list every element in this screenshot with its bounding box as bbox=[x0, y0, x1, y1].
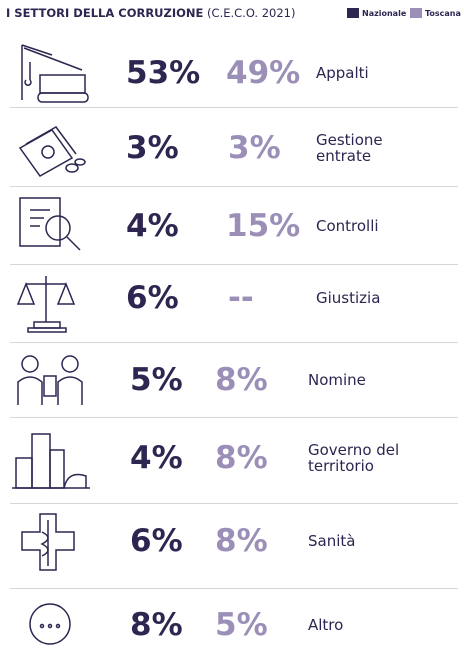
icon-cross bbox=[21, 513, 75, 571]
toscana-value: 15% bbox=[226, 208, 301, 244]
icon-buildings bbox=[12, 433, 90, 489]
toscana-value: 8% bbox=[215, 523, 268, 559]
header: I SETTORI DELLA CORRUZIONE (C.E.C.O. 202… bbox=[6, 6, 295, 20]
nazionale-value: 4% bbox=[126, 208, 179, 244]
label-line: Altro bbox=[308, 616, 344, 634]
icon-crane bbox=[21, 44, 89, 103]
subtitle: (C.E.C.O. 2021) bbox=[207, 6, 296, 20]
legend-label: Nazionale bbox=[362, 8, 407, 18]
sector-label: Controlli bbox=[316, 218, 379, 234]
row-separator bbox=[10, 417, 458, 418]
toscana-value: 49% bbox=[226, 55, 301, 91]
nazionale-value: 4% bbox=[130, 440, 183, 476]
sector-label: Gestione entrate bbox=[316, 132, 383, 164]
icon-money bbox=[18, 126, 86, 177]
title: I SETTORI DELLA CORRUZIONE bbox=[6, 6, 204, 20]
nazionale-value: 6% bbox=[126, 280, 179, 316]
toscana-value: 8% bbox=[215, 362, 268, 398]
label-line: territorio bbox=[308, 457, 374, 475]
nazionale-value: 53% bbox=[126, 55, 201, 91]
row-separator bbox=[10, 186, 458, 187]
nazionale-value: 5% bbox=[130, 362, 183, 398]
icon-scales bbox=[16, 276, 76, 333]
sector-label: Nomine bbox=[308, 372, 366, 388]
icon-people bbox=[17, 355, 83, 405]
legend-item: Nazionale bbox=[347, 8, 406, 18]
label-line: Sanità bbox=[308, 532, 356, 550]
label-line: Governo del bbox=[308, 441, 400, 459]
label-line: Giustizia bbox=[316, 289, 381, 307]
label-line: entrate bbox=[316, 147, 372, 165]
row-separator bbox=[10, 264, 458, 265]
label-line: Controlli bbox=[316, 217, 379, 235]
sector-label: Sanità bbox=[308, 533, 355, 549]
label-line: Appalti bbox=[316, 64, 369, 82]
legend-item: Toscana bbox=[410, 8, 461, 18]
label-line: Nomine bbox=[308, 371, 366, 389]
sector-label: Giustizia bbox=[316, 290, 380, 306]
row-separator bbox=[10, 342, 458, 343]
label-line: Gestione bbox=[316, 131, 383, 149]
sector-label: Altro bbox=[308, 617, 343, 633]
icon-other bbox=[29, 603, 71, 645]
toscana-value: -- bbox=[228, 280, 254, 316]
row-separator bbox=[10, 107, 458, 108]
row-separator bbox=[10, 588, 458, 589]
toscana-value: 8% bbox=[215, 440, 268, 476]
legend-label: Toscana bbox=[425, 8, 461, 18]
toscana-value: 5% bbox=[215, 607, 268, 643]
sector-label: Governo del territorio bbox=[308, 442, 399, 474]
nazionale-value: 8% bbox=[130, 607, 183, 643]
icon-clipboard bbox=[19, 197, 81, 251]
nazionale-value: 3% bbox=[126, 130, 179, 166]
sector-label: Appalti bbox=[316, 65, 369, 81]
row-separator bbox=[10, 503, 458, 504]
nazionale-value: 6% bbox=[130, 523, 183, 559]
toscana-value: 3% bbox=[228, 130, 281, 166]
